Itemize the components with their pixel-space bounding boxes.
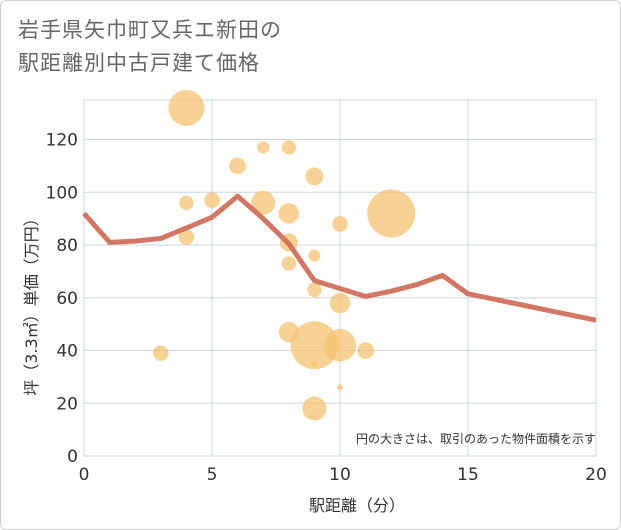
x-axis-title: 駅距離（分） <box>309 496 405 515</box>
bubble-point <box>307 282 322 298</box>
bubble-point <box>290 321 339 370</box>
bubble-point <box>153 345 169 361</box>
bubble-point <box>308 249 321 262</box>
bubble-point <box>257 141 270 154</box>
x-tick-label: 0 <box>79 465 90 485</box>
average-line-layer <box>82 193 597 323</box>
bubble-point <box>332 216 348 232</box>
x-tick-label: 15 <box>457 465 479 485</box>
bubble-point <box>367 189 416 238</box>
bubble-point <box>337 384 343 391</box>
average-price-line <box>82 193 597 323</box>
x-tick-labels: 0 5 10 15 20 <box>79 465 607 485</box>
bubble-point <box>311 360 318 367</box>
x-tick-label: 10 <box>329 465 351 485</box>
y-axis-title: 坪（3.3㎡）単価（万円） <box>22 210 41 395</box>
bubble-point <box>168 89 205 126</box>
bubble-size-note: 円の大きさは、取引のあった物件面積を示す <box>356 431 596 446</box>
y-tick-label: 80 <box>56 236 78 256</box>
bubble-point <box>179 195 194 211</box>
bubble-point <box>278 203 299 224</box>
bubble-point <box>329 292 351 314</box>
bubble-point <box>302 396 327 421</box>
y-tick-label: 20 <box>56 394 78 414</box>
x-tick-label: 20 <box>585 465 607 485</box>
x-tick-label: 5 <box>207 465 218 485</box>
y-tick-label: 0 <box>67 447 78 467</box>
y-tick-label: 120 <box>46 131 78 151</box>
bubble-point <box>281 140 296 155</box>
bubble-point <box>178 229 195 245</box>
plot-border <box>83 99 597 457</box>
bubble-point <box>323 329 357 362</box>
y-tick-label: 100 <box>46 183 78 203</box>
chart-title-line-1: 岩手県矢巾町又兵エ新田の <box>18 18 282 42</box>
bubble-point <box>229 157 247 175</box>
bubble-point <box>281 256 296 271</box>
chart-title-line-2: 駅距離別中古戸建て価格 <box>18 51 260 75</box>
bubble-point <box>357 342 374 359</box>
bubble-point <box>251 190 276 215</box>
y-tick-label: 60 <box>56 289 78 309</box>
y-tick-label: 40 <box>56 342 78 362</box>
bubble-point <box>204 192 220 209</box>
bubble-point <box>305 167 324 186</box>
chart-title: 岩手県矢巾町又兵エ新田の 駅距離別中古戸建て価格 <box>18 14 282 80</box>
y-tick-labels: 0 20 40 60 80 100 120 <box>46 131 78 467</box>
